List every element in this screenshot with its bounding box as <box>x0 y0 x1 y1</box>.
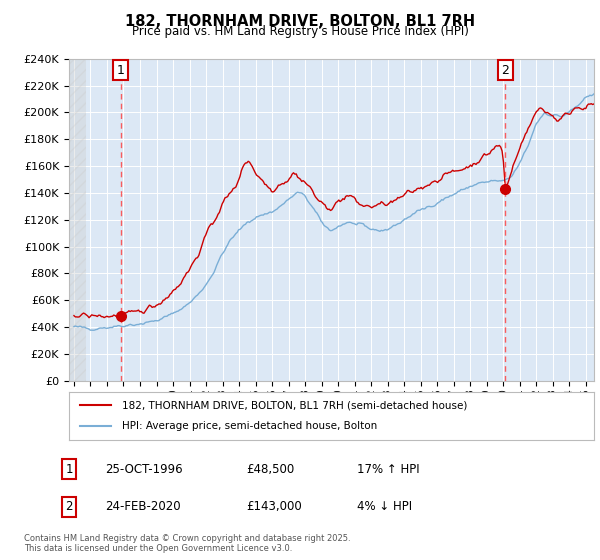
Text: £48,500: £48,500 <box>246 463 294 476</box>
Text: 4% ↓ HPI: 4% ↓ HPI <box>357 500 412 514</box>
Text: 25-OCT-1996: 25-OCT-1996 <box>105 463 182 476</box>
Text: 17% ↑ HPI: 17% ↑ HPI <box>357 463 419 476</box>
Text: HPI: Average price, semi-detached house, Bolton: HPI: Average price, semi-detached house,… <box>121 421 377 431</box>
Text: Contains HM Land Registry data © Crown copyright and database right 2025.
This d: Contains HM Land Registry data © Crown c… <box>24 534 350 553</box>
Text: 2: 2 <box>502 64 509 77</box>
Text: £143,000: £143,000 <box>246 500 302 514</box>
Text: 2: 2 <box>65 500 73 514</box>
Text: 1: 1 <box>65 463 73 476</box>
Text: 24-FEB-2020: 24-FEB-2020 <box>105 500 181 514</box>
Bar <box>69 59 86 381</box>
Text: 1: 1 <box>116 64 124 77</box>
Text: 182, THORNHAM DRIVE, BOLTON, BL1 7RH (semi-detached house): 182, THORNHAM DRIVE, BOLTON, BL1 7RH (se… <box>121 400 467 410</box>
Text: 182, THORNHAM DRIVE, BOLTON, BL1 7RH: 182, THORNHAM DRIVE, BOLTON, BL1 7RH <box>125 14 475 29</box>
Text: Price paid vs. HM Land Registry's House Price Index (HPI): Price paid vs. HM Land Registry's House … <box>131 25 469 38</box>
